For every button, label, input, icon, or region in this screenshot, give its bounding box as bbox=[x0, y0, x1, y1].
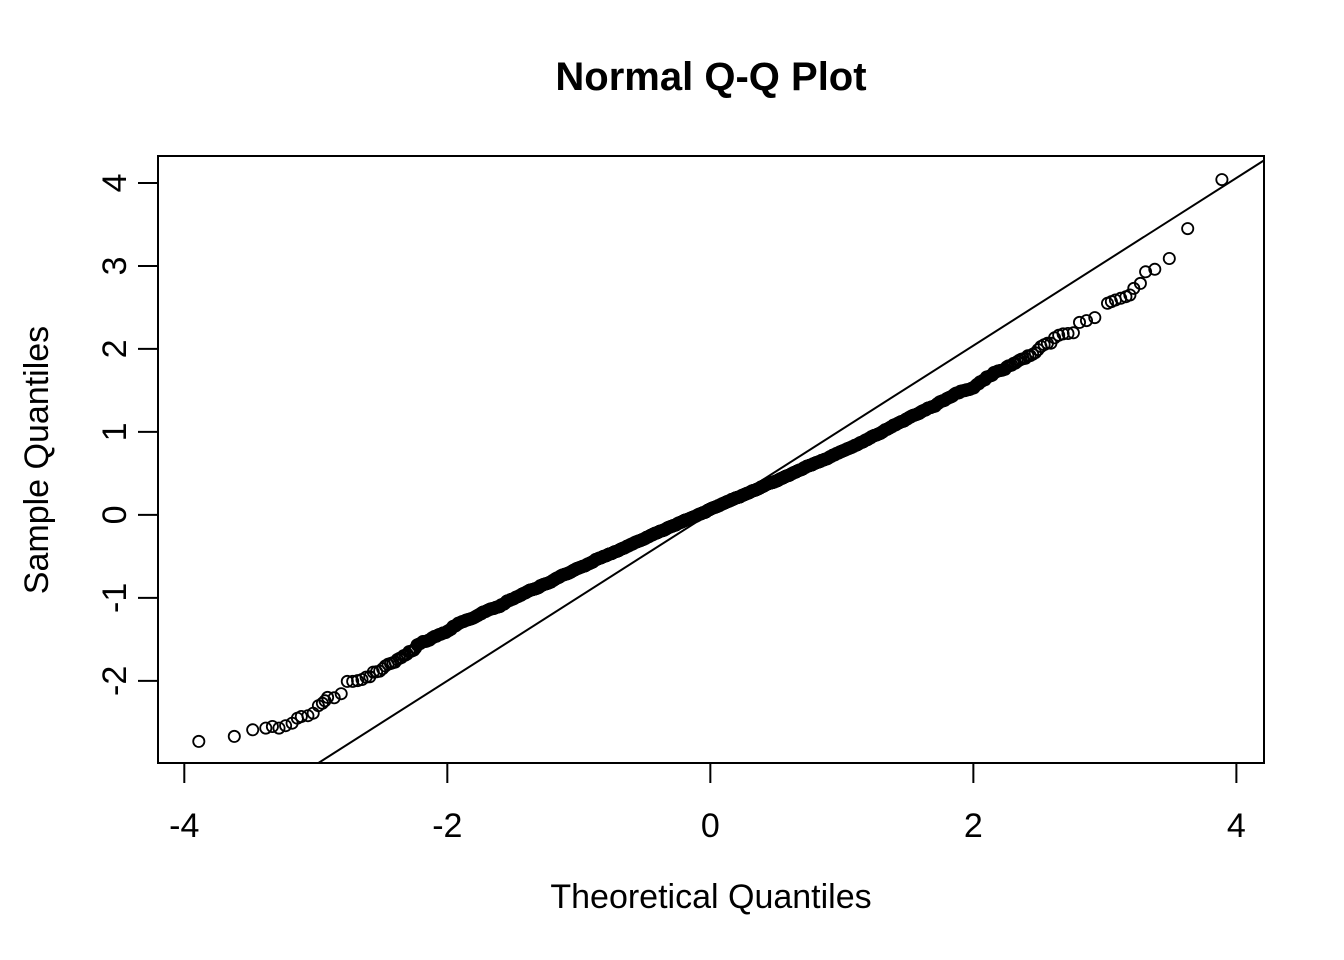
x-tick-label: 2 bbox=[964, 807, 983, 845]
reference-line-group bbox=[317, 159, 1265, 764]
data-point bbox=[1066, 326, 1080, 340]
data-point bbox=[346, 674, 360, 688]
y-tick-label: 4 bbox=[96, 174, 134, 193]
data-point bbox=[1088, 311, 1102, 325]
data-point-outlier bbox=[259, 721, 273, 735]
y-tick-label: -1 bbox=[96, 583, 134, 613]
data-point bbox=[327, 691, 341, 705]
data-point-outlier bbox=[1123, 288, 1137, 302]
x-axis-label: Theoretical Quantiles bbox=[550, 878, 871, 916]
data-point-outlier bbox=[192, 734, 206, 748]
data-point-outlier bbox=[1133, 276, 1147, 290]
data-point-outlier bbox=[272, 721, 286, 735]
data-point bbox=[334, 687, 348, 701]
data-point-outlier bbox=[1215, 173, 1229, 187]
data-point-outlier bbox=[246, 723, 260, 737]
data-point-outlier bbox=[294, 710, 308, 724]
data-point-outlier bbox=[321, 690, 335, 704]
chart-title: Normal Q-Q Plot bbox=[555, 55, 866, 99]
data-point-outlier bbox=[1162, 251, 1176, 265]
y-tick-label: -2 bbox=[96, 666, 134, 696]
plot-area-border bbox=[157, 155, 1265, 764]
x-tick-label: -2 bbox=[432, 807, 462, 845]
data-point-outlier bbox=[1148, 262, 1162, 276]
x-tick-label: 4 bbox=[1227, 807, 1246, 845]
y-tick-label: 1 bbox=[96, 422, 134, 441]
data-point-outlier bbox=[279, 719, 293, 733]
data-point-outlier bbox=[1181, 222, 1195, 236]
y-tick-label: 3 bbox=[96, 256, 134, 275]
data-point-outlier bbox=[265, 720, 279, 734]
y-axis-label: Sample Quantiles bbox=[18, 326, 56, 594]
y-tick-label: 0 bbox=[96, 505, 134, 524]
x-tick-label: -4 bbox=[169, 807, 199, 845]
data-point bbox=[1073, 315, 1087, 329]
data-points bbox=[192, 173, 1229, 748]
data-point bbox=[1061, 326, 1075, 340]
reference-line bbox=[317, 159, 1265, 764]
data-point-outlier bbox=[1139, 265, 1153, 279]
data-point bbox=[1080, 314, 1094, 328]
data-point-outlier bbox=[318, 694, 332, 708]
data-point-outlier bbox=[227, 729, 241, 743]
x-tick-label: 0 bbox=[701, 807, 720, 845]
x-axis: -4 -2 0 2 4 bbox=[169, 763, 1246, 845]
y-axis: 4 3 2 1 0 -1 -2 bbox=[96, 174, 158, 696]
y-tick-label: 2 bbox=[96, 339, 134, 358]
